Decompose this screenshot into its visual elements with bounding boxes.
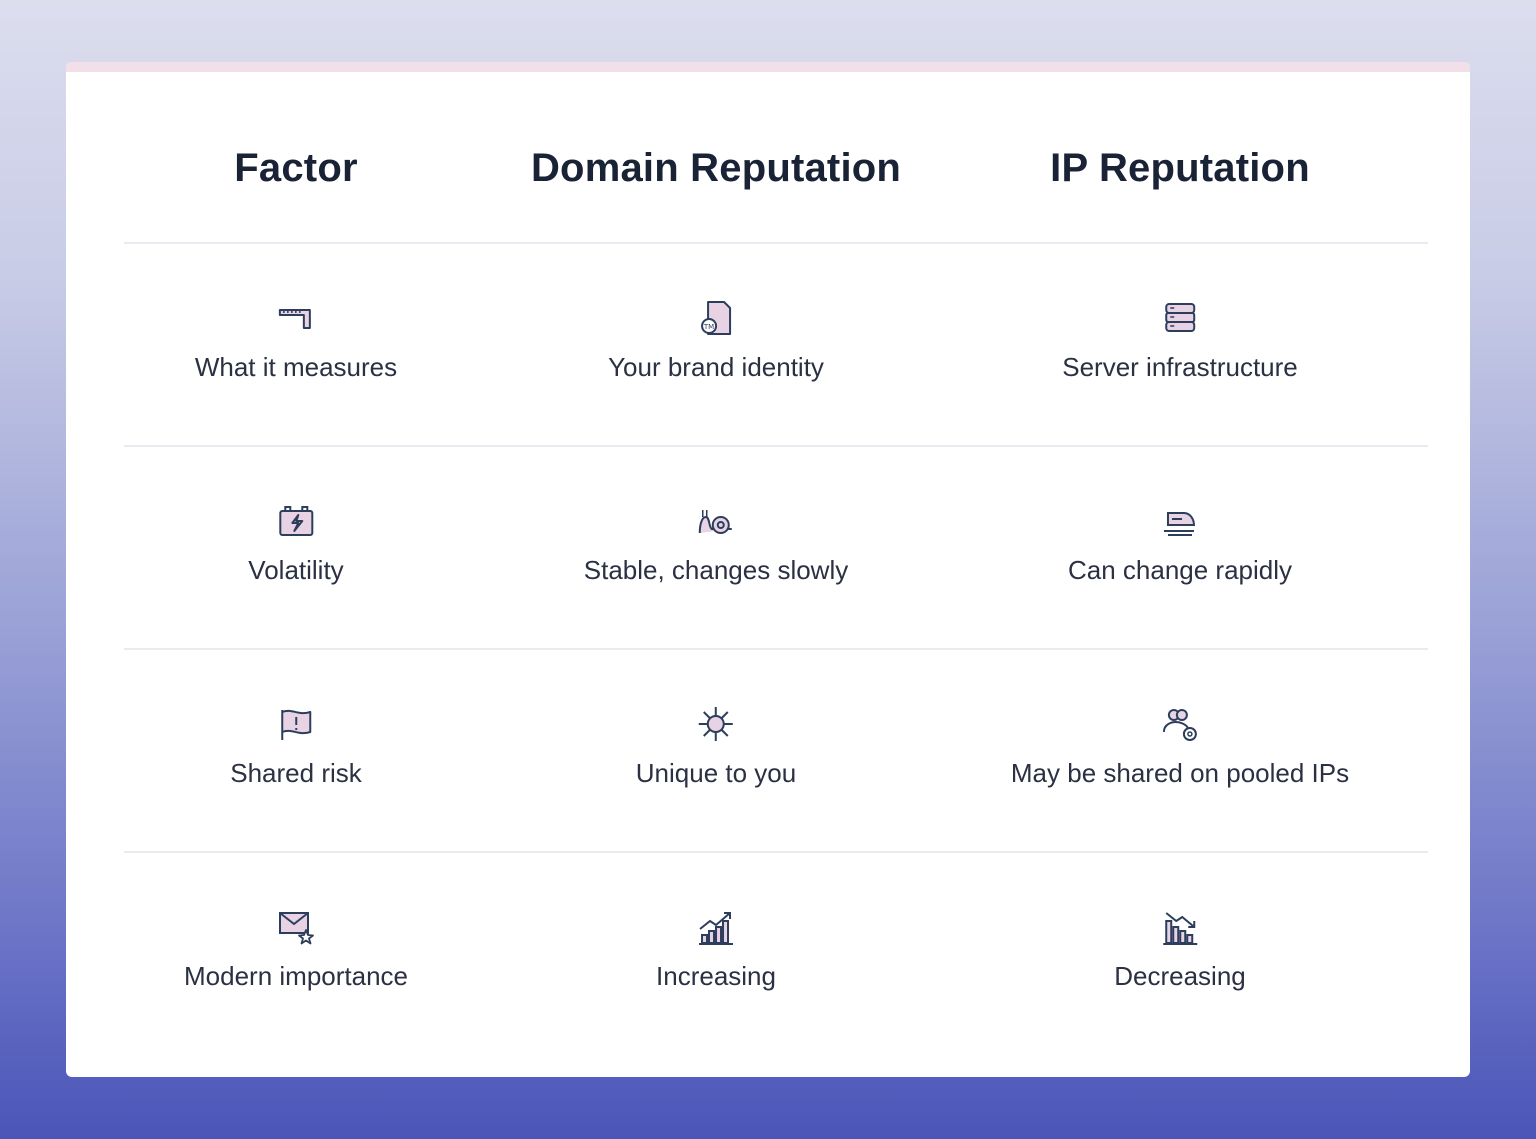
warning-flag-icon <box>281 709 311 740</box>
table-cell: Volatility <box>248 501 344 586</box>
cell-text: Your brand identity <box>608 352 824 382</box>
cell-text: Unique to you <box>635 758 797 788</box>
cell-text: What it measures <box>194 352 398 382</box>
table-cell: Shared risk <box>230 704 362 789</box>
users-at-icon <box>1163 709 1197 741</box>
chart-decreasing-icon <box>1162 912 1197 945</box>
table-cell: Can change rapidly <box>1068 501 1292 586</box>
chart-increasing-icon <box>699 912 733 945</box>
server-icon <box>1165 303 1195 332</box>
table-cell: Server infrastructure <box>1062 298 1298 383</box>
cell-text: Increasing <box>656 961 776 991</box>
cell-text: Decreasing <box>1114 961 1246 991</box>
divider <box>124 851 1428 853</box>
table-cell: Decreasing <box>1114 907 1246 992</box>
divider <box>124 648 1428 650</box>
table-cell: Increasing <box>656 907 776 992</box>
snail-icon <box>698 510 732 534</box>
accent-strip <box>66 62 1470 72</box>
snowflake-icon <box>698 707 733 741</box>
cell-text: Can change rapidly <box>1067 555 1293 585</box>
table-cell: May be shared on pooled IPs <box>1011 704 1349 789</box>
mail-star-icon <box>279 912 314 945</box>
ruler-icon <box>278 309 311 329</box>
table-cell: TM Your brand identity <box>608 298 824 383</box>
cell-text: Volatility <box>248 555 344 585</box>
header-factor: Factor <box>234 146 358 190</box>
trademark-document-icon: TM <box>700 301 731 335</box>
cell-text: Modern importance <box>184 961 408 991</box>
fast-train-icon <box>1163 512 1195 536</box>
cell-text: Stable, changes slowly <box>583 555 849 585</box>
battery-lightning-icon <box>278 506 313 536</box>
table-cell: Modern importance <box>184 907 408 992</box>
table-cell: What it measures <box>195 298 397 383</box>
table-cell: Unique to you <box>636 704 796 789</box>
divider <box>124 242 1428 244</box>
svg-text:TM: TM <box>703 323 714 331</box>
cell-text: Shared risk <box>230 758 362 788</box>
header-domain-reputation: Domain Reputation <box>530 146 902 190</box>
table-cell: Stable, changes slowly <box>584 501 848 586</box>
cell-text: Server infrastructure <box>1062 352 1298 382</box>
divider <box>124 445 1428 447</box>
cell-text: May be shared on pooled IPs <box>1010 758 1350 788</box>
header-ip-reputation: IP Reputation <box>1050 146 1310 190</box>
comparison-card: Factor Domain Reputation IP Reputation W… <box>66 62 1470 1077</box>
